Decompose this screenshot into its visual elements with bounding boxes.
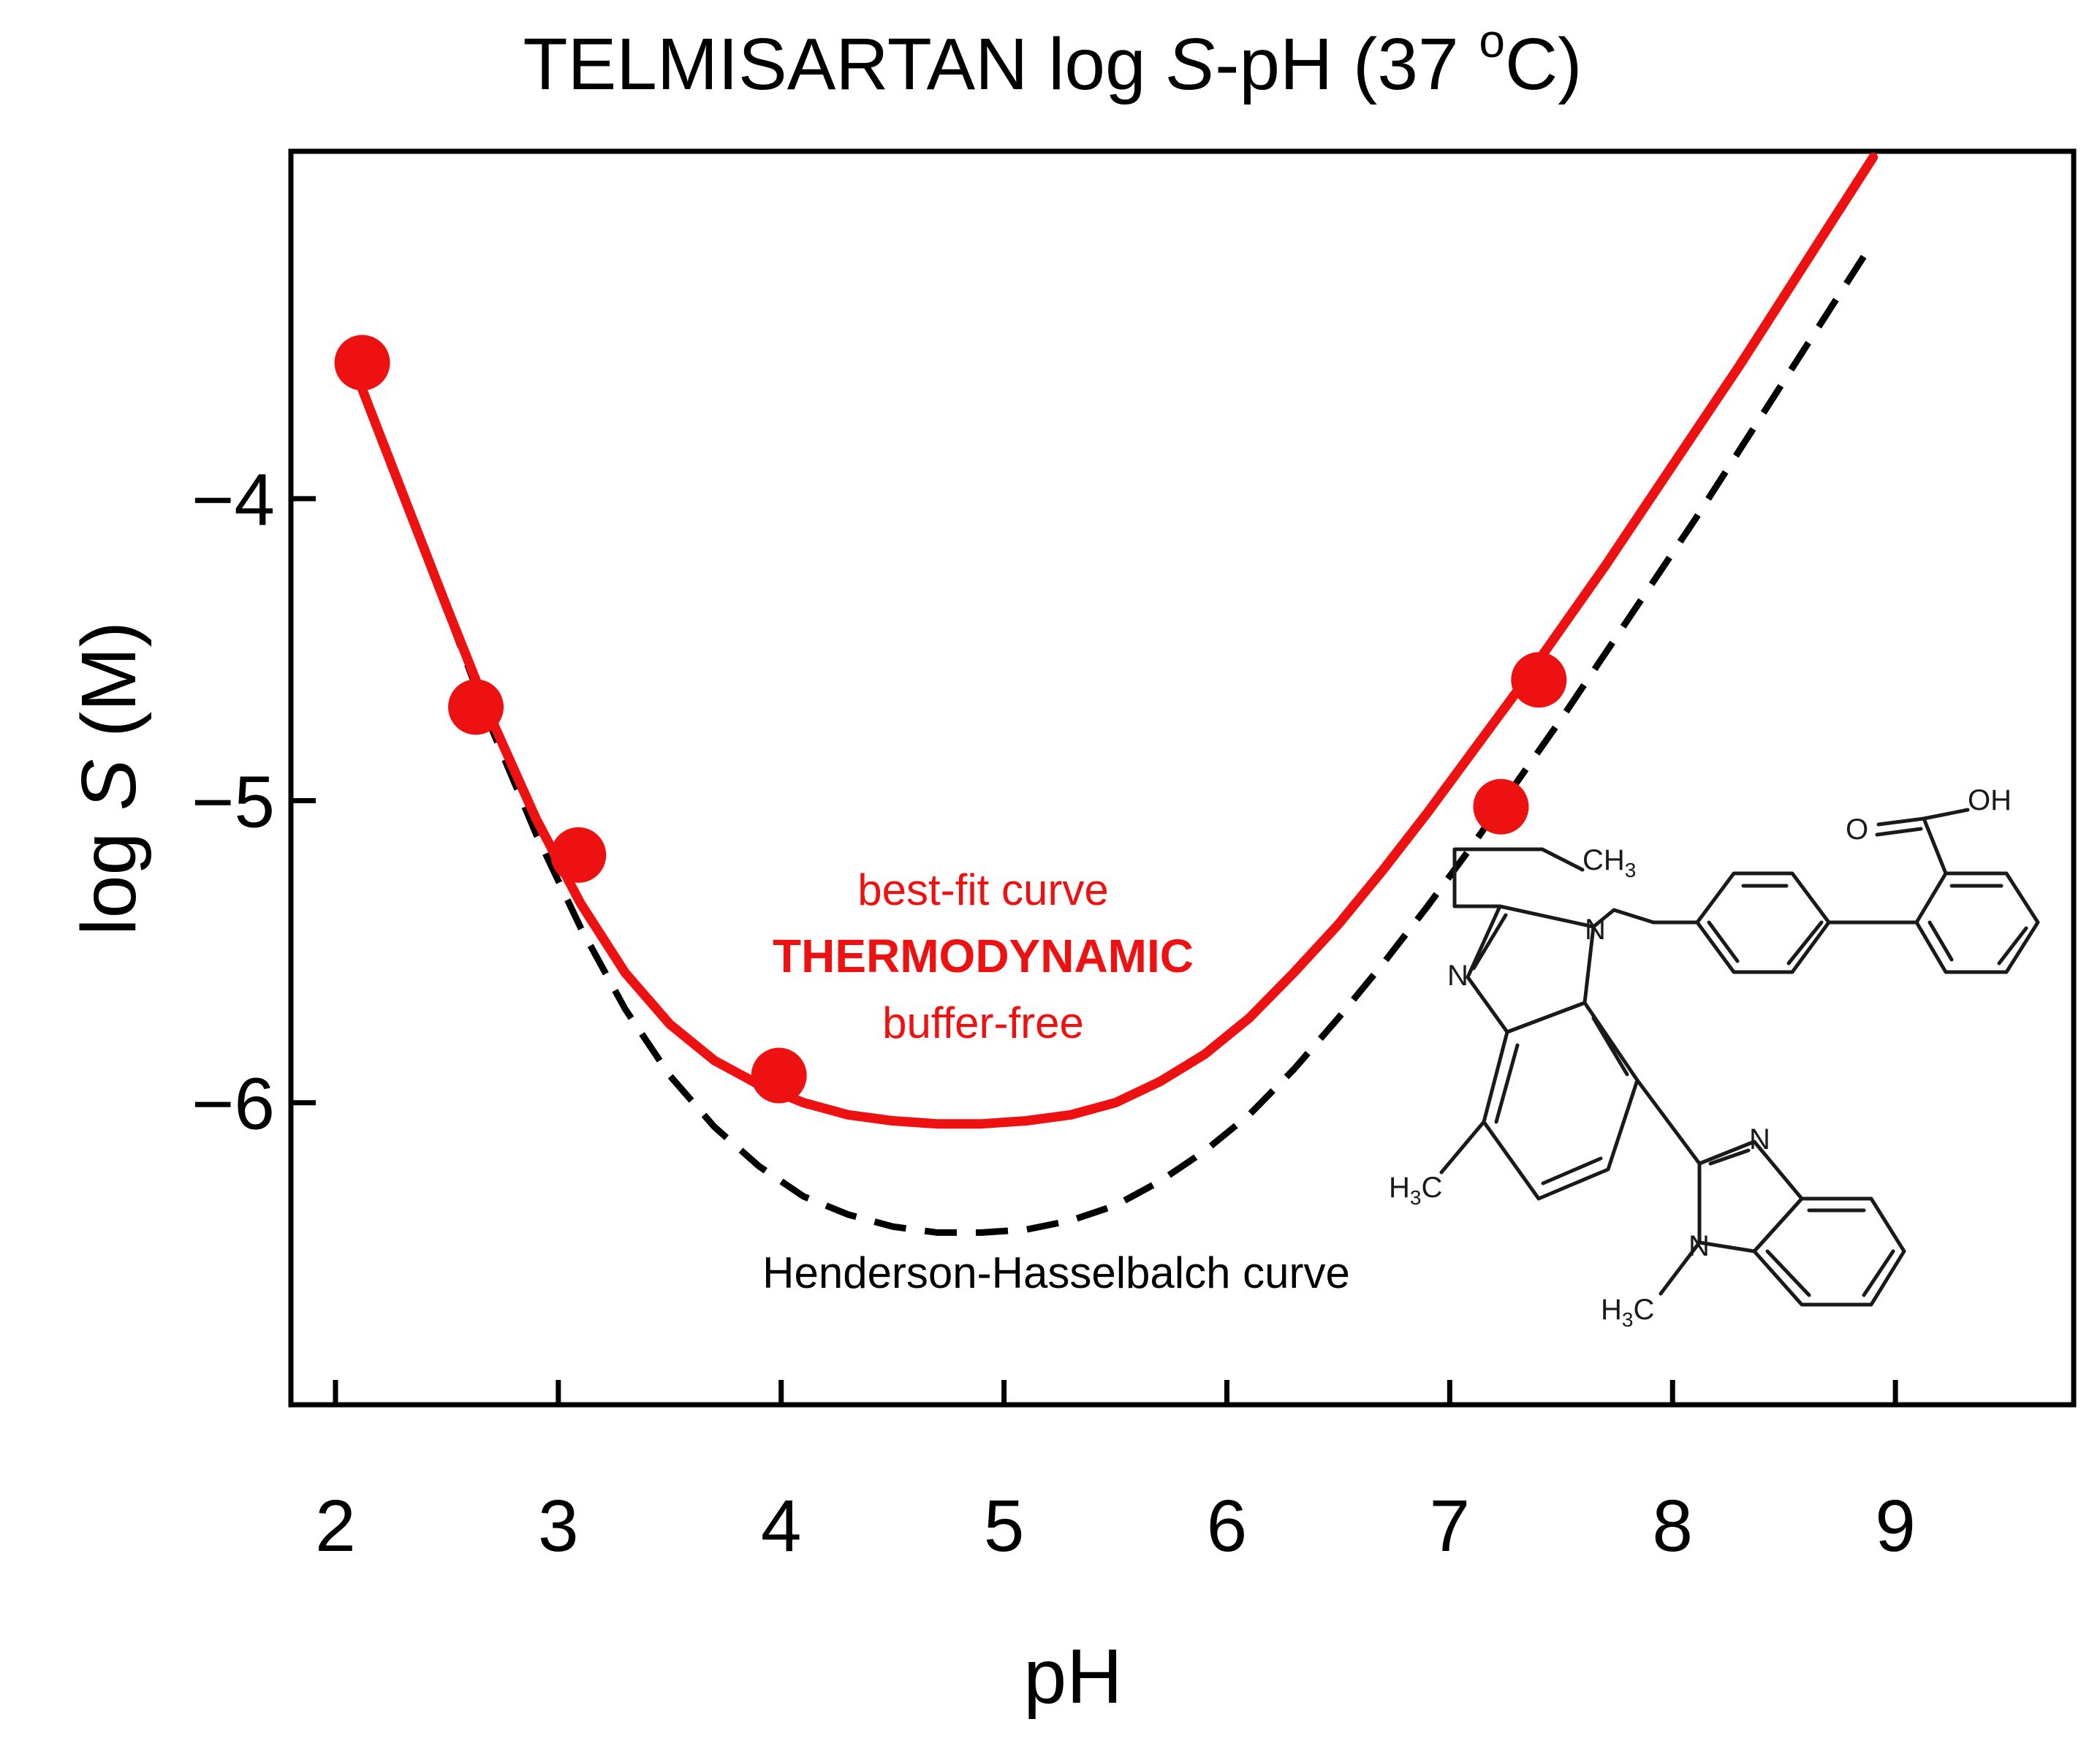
n-label-2: N xyxy=(1447,960,1468,992)
data-points xyxy=(334,335,1567,1104)
h3c-label-a: H3C xyxy=(1389,1172,1442,1209)
n-label-4: N xyxy=(1688,1230,1710,1262)
axis-tick-labels: 2 3 4 5 6 7 8 9 −4 −5 −6 xyxy=(192,459,1916,1567)
data-point xyxy=(550,827,607,883)
telmisartan-structure-drawing xyxy=(1439,808,2040,1307)
oh-label: OH xyxy=(1968,784,2012,816)
x-tick-label: 9 xyxy=(1875,1485,1916,1567)
henderson-hasselbalch-curve xyxy=(355,240,1876,1236)
data-point xyxy=(448,679,504,735)
carbonyl-o-label: O xyxy=(1846,813,1868,846)
y-axis-label: log S (M) xyxy=(66,621,152,936)
y-tick-label: −4 xyxy=(192,459,275,541)
fit-label-line2: THERMODYNAMIC xyxy=(773,930,1194,982)
x-tick-label: 4 xyxy=(761,1485,802,1567)
ch3-label: CH3 xyxy=(1582,844,1636,881)
hh-curve-label: Henderson-Hasselbalch curve xyxy=(762,1248,1350,1297)
plot-frame xyxy=(288,148,2077,1408)
data-point xyxy=(1511,652,1567,708)
x-tick-label: 8 xyxy=(1652,1485,1693,1567)
n-label-3: N xyxy=(1749,1123,1770,1156)
chart-title: TELMISARTAN log S-pH (37 oC) xyxy=(523,15,1582,105)
data-point xyxy=(751,1047,807,1104)
y-tick-label: −5 xyxy=(192,761,275,843)
x-axis-label: pH xyxy=(1023,1634,1123,1720)
x-tick-label: 5 xyxy=(984,1485,1025,1567)
y-tick-label: −6 xyxy=(192,1063,275,1145)
data-point xyxy=(1473,778,1529,835)
n-label-1: N xyxy=(1585,914,1606,946)
x-tick-label: 7 xyxy=(1430,1485,1471,1567)
best-fit-curve xyxy=(353,152,1879,1129)
telmisartan-structure-labels: CH3 OH O N N N N H3C H3C xyxy=(1389,784,2012,1331)
h3c-label-b: H3C xyxy=(1601,1294,1654,1331)
x-tick-label: 2 xyxy=(315,1485,356,1567)
x-tick-label: 3 xyxy=(538,1485,579,1567)
axis-ticks xyxy=(291,496,1898,1405)
fit-label-line1: best-fit curve xyxy=(857,865,1108,914)
data-point xyxy=(334,335,390,391)
x-tick-label: 6 xyxy=(1207,1485,1248,1567)
fit-label-line3: buffer-free xyxy=(882,998,1084,1047)
